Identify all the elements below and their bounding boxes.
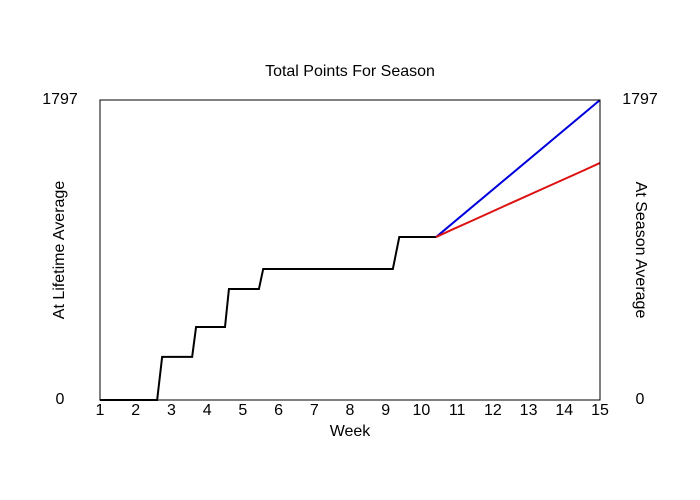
x-tick-label: 7 (310, 402, 319, 419)
series-line (435, 162, 601, 238)
y-axis-label: At Lifetime Average (51, 181, 68, 320)
x-tick-label: 14 (555, 402, 573, 419)
y-tick-label: 0 (56, 391, 65, 408)
x-tick-label: 2 (131, 402, 140, 419)
x-tick-label: 5 (238, 402, 247, 419)
y-tick-label: 1797 (42, 91, 78, 108)
y2-tick-label: 0 (636, 391, 645, 408)
chart-title: Total Points For Season (265, 63, 435, 80)
series-line (435, 99, 601, 238)
x-tick-label: 3 (167, 402, 176, 419)
x-tick-label: 15 (591, 402, 609, 419)
x-tick-label: 12 (484, 402, 502, 419)
y2-tick-label: 1797 (622, 91, 658, 108)
x-tick-label: 4 (203, 402, 212, 419)
x-tick-label: 6 (274, 402, 283, 419)
x-tick-label: 13 (520, 402, 538, 419)
x-tick-label: 11 (449, 402, 466, 419)
series-line (100, 236, 437, 401)
plot-frame (99, 99, 601, 401)
y2-axis-label: At Season Average (632, 182, 649, 319)
x-tick-label: 8 (346, 402, 355, 419)
x-axis-label: Week (330, 423, 372, 440)
x-tick-label: 9 (381, 402, 390, 419)
x-tick-label: 1 (96, 402, 105, 419)
x-tick-label: 10 (413, 402, 431, 419)
